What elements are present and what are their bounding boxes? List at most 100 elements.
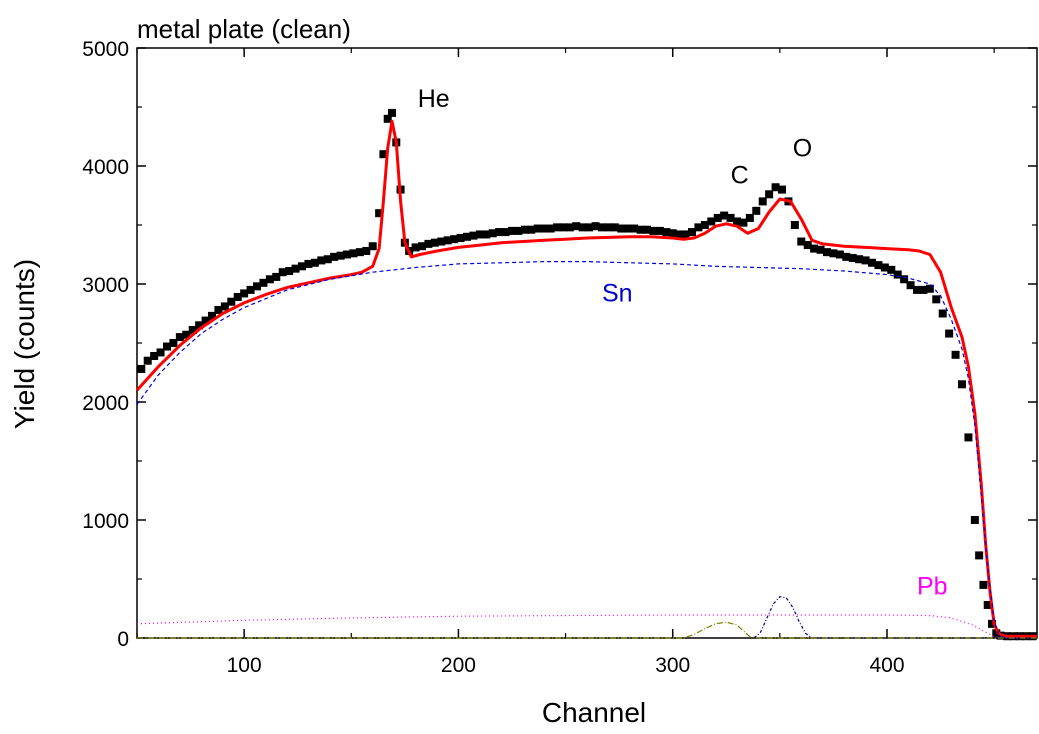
data-point (317, 256, 326, 265)
data-point (964, 433, 973, 442)
data-point (970, 516, 979, 524)
data-point (578, 223, 587, 232)
data-point (508, 226, 516, 235)
data-point (700, 221, 709, 229)
y-axis-label: Yield (counts) (9, 259, 40, 429)
data-point (368, 242, 377, 251)
plot-area: 0 1000 2000 3000 4000 5000 100 200 300 400 He C O Sn P… (82, 38, 1038, 677)
plot-frame (136, 47, 1038, 639)
data-point (797, 237, 806, 246)
data-point (752, 206, 761, 215)
data-point (739, 218, 748, 227)
y-tick-label: 1000 (82, 510, 129, 533)
data-point (475, 230, 484, 239)
data-point (310, 258, 319, 267)
data-point (983, 600, 992, 609)
data-point (240, 289, 249, 298)
y-tick-label: 5000 (82, 38, 129, 61)
data-point (169, 339, 178, 347)
data-point (745, 213, 754, 222)
data-point (945, 329, 954, 338)
x-tick-label: 100 (227, 654, 262, 677)
data-point (975, 551, 984, 560)
data-point (855, 255, 864, 264)
data-point (694, 223, 703, 232)
data-point (450, 235, 459, 244)
data-point (343, 250, 351, 259)
data-point (201, 316, 210, 325)
data-point (681, 230, 690, 239)
data-point (456, 233, 465, 242)
data-point (424, 239, 433, 248)
data-point (572, 222, 581, 231)
data-point (482, 230, 491, 239)
annotation-label: He (418, 85, 450, 113)
data-point (156, 348, 165, 357)
data-point (565, 223, 574, 232)
chart-title: metal plate (clean) (137, 14, 351, 44)
data-point (259, 278, 268, 287)
series-line-3 (136, 614, 1037, 639)
data-point (585, 223, 594, 232)
data-point (182, 330, 191, 339)
data-point (771, 183, 780, 192)
data-point (900, 275, 909, 284)
data-point (298, 262, 306, 271)
annotation-label: Sn (602, 280, 633, 308)
data-point (906, 281, 915, 290)
data-point (150, 351, 159, 360)
data-point (175, 333, 184, 342)
data-point (707, 217, 716, 226)
data-point (253, 282, 261, 291)
annotation-label: Pb (917, 572, 948, 600)
data-point (304, 259, 313, 268)
data-point (265, 275, 274, 284)
data-point (355, 248, 364, 257)
data-point (469, 231, 478, 240)
data-point (617, 224, 626, 233)
data-point (979, 580, 988, 589)
data-point (379, 150, 388, 159)
data-point (336, 251, 345, 260)
data-point (463, 232, 471, 241)
data-point (675, 230, 684, 239)
data-point (848, 254, 857, 263)
data-point (992, 629, 1001, 638)
data-point (713, 213, 722, 222)
data-point (919, 285, 928, 294)
annotation-label: C (731, 162, 749, 190)
y-tick-label: 0 (117, 628, 129, 651)
data-point (649, 226, 658, 235)
data-point (330, 252, 339, 261)
data-point (733, 217, 741, 226)
data-point (938, 309, 947, 318)
data-point (362, 246, 371, 255)
x-tick-label: 400 (869, 654, 904, 677)
data-point (668, 229, 677, 238)
data-point (559, 223, 568, 232)
data-point (790, 221, 799, 229)
data-point (829, 249, 838, 258)
data-point (388, 108, 396, 117)
data-point (803, 241, 812, 250)
y-tick-label: 3000 (82, 274, 129, 297)
series-line-1 (135, 119, 1037, 638)
series-line-2 (136, 261, 1037, 639)
data-point (195, 321, 204, 330)
data-point (546, 224, 555, 233)
data-point (610, 223, 619, 232)
data-point (874, 261, 883, 270)
data-point (272, 272, 281, 281)
data-point (913, 285, 921, 294)
data-point (951, 350, 960, 359)
data-point (285, 267, 294, 276)
data-point (932, 295, 941, 304)
data-point (527, 225, 536, 234)
annotation-label: O (793, 135, 812, 163)
data-point (810, 244, 819, 253)
data-point (726, 213, 735, 222)
data-point (893, 270, 902, 279)
data-point (868, 258, 876, 267)
data-point (520, 225, 529, 234)
